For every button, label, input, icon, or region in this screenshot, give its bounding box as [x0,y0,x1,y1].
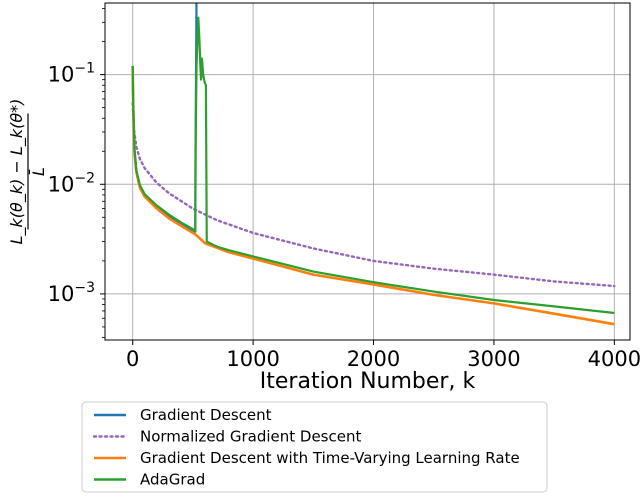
x-tick-label: 2000 [347,347,400,371]
y-tick-label: 10−1 [48,61,95,87]
legend-box [81,401,548,493]
grid [105,3,630,340]
x-tick-label: 3000 [467,347,520,371]
legend-label: Gradient Descent [140,406,272,424]
x-tick-label: 0 [126,347,139,371]
x-tick-label: 4000 [588,347,640,371]
legend: Gradient Descent Normalized Gradient Desc… [81,401,548,493]
y-axis-label-numerator: L_k(θ_k) − L_k(θ*) [7,99,27,245]
legend-label: AdaGrad [140,471,205,489]
y-tick-label: 10−2 [48,170,95,196]
legend-label: Gradient Descent with Time-Varying Learn… [140,449,520,467]
y-tick-label: 10−3 [48,280,95,306]
y-axis-label: L_k(θ_k) − L_k(θ*) L̄ [7,99,48,245]
x-tick-label: 1000 [226,347,279,371]
series-line-0 [131,3,198,233]
plot-frame [104,2,631,341]
series-lines [131,3,616,326]
x-axis-label: Iteration Number, k [260,369,476,394]
series-line-3 [131,16,615,315]
y-axis-label-denominator: L̄ [29,167,48,176]
legend-label: Normalized Gradient Descent [140,428,361,446]
series-line-1 [131,101,616,288]
axis-ticks: 0 1000 2000 3000 4000 10−3 10−2 10−1 [48,8,640,371]
